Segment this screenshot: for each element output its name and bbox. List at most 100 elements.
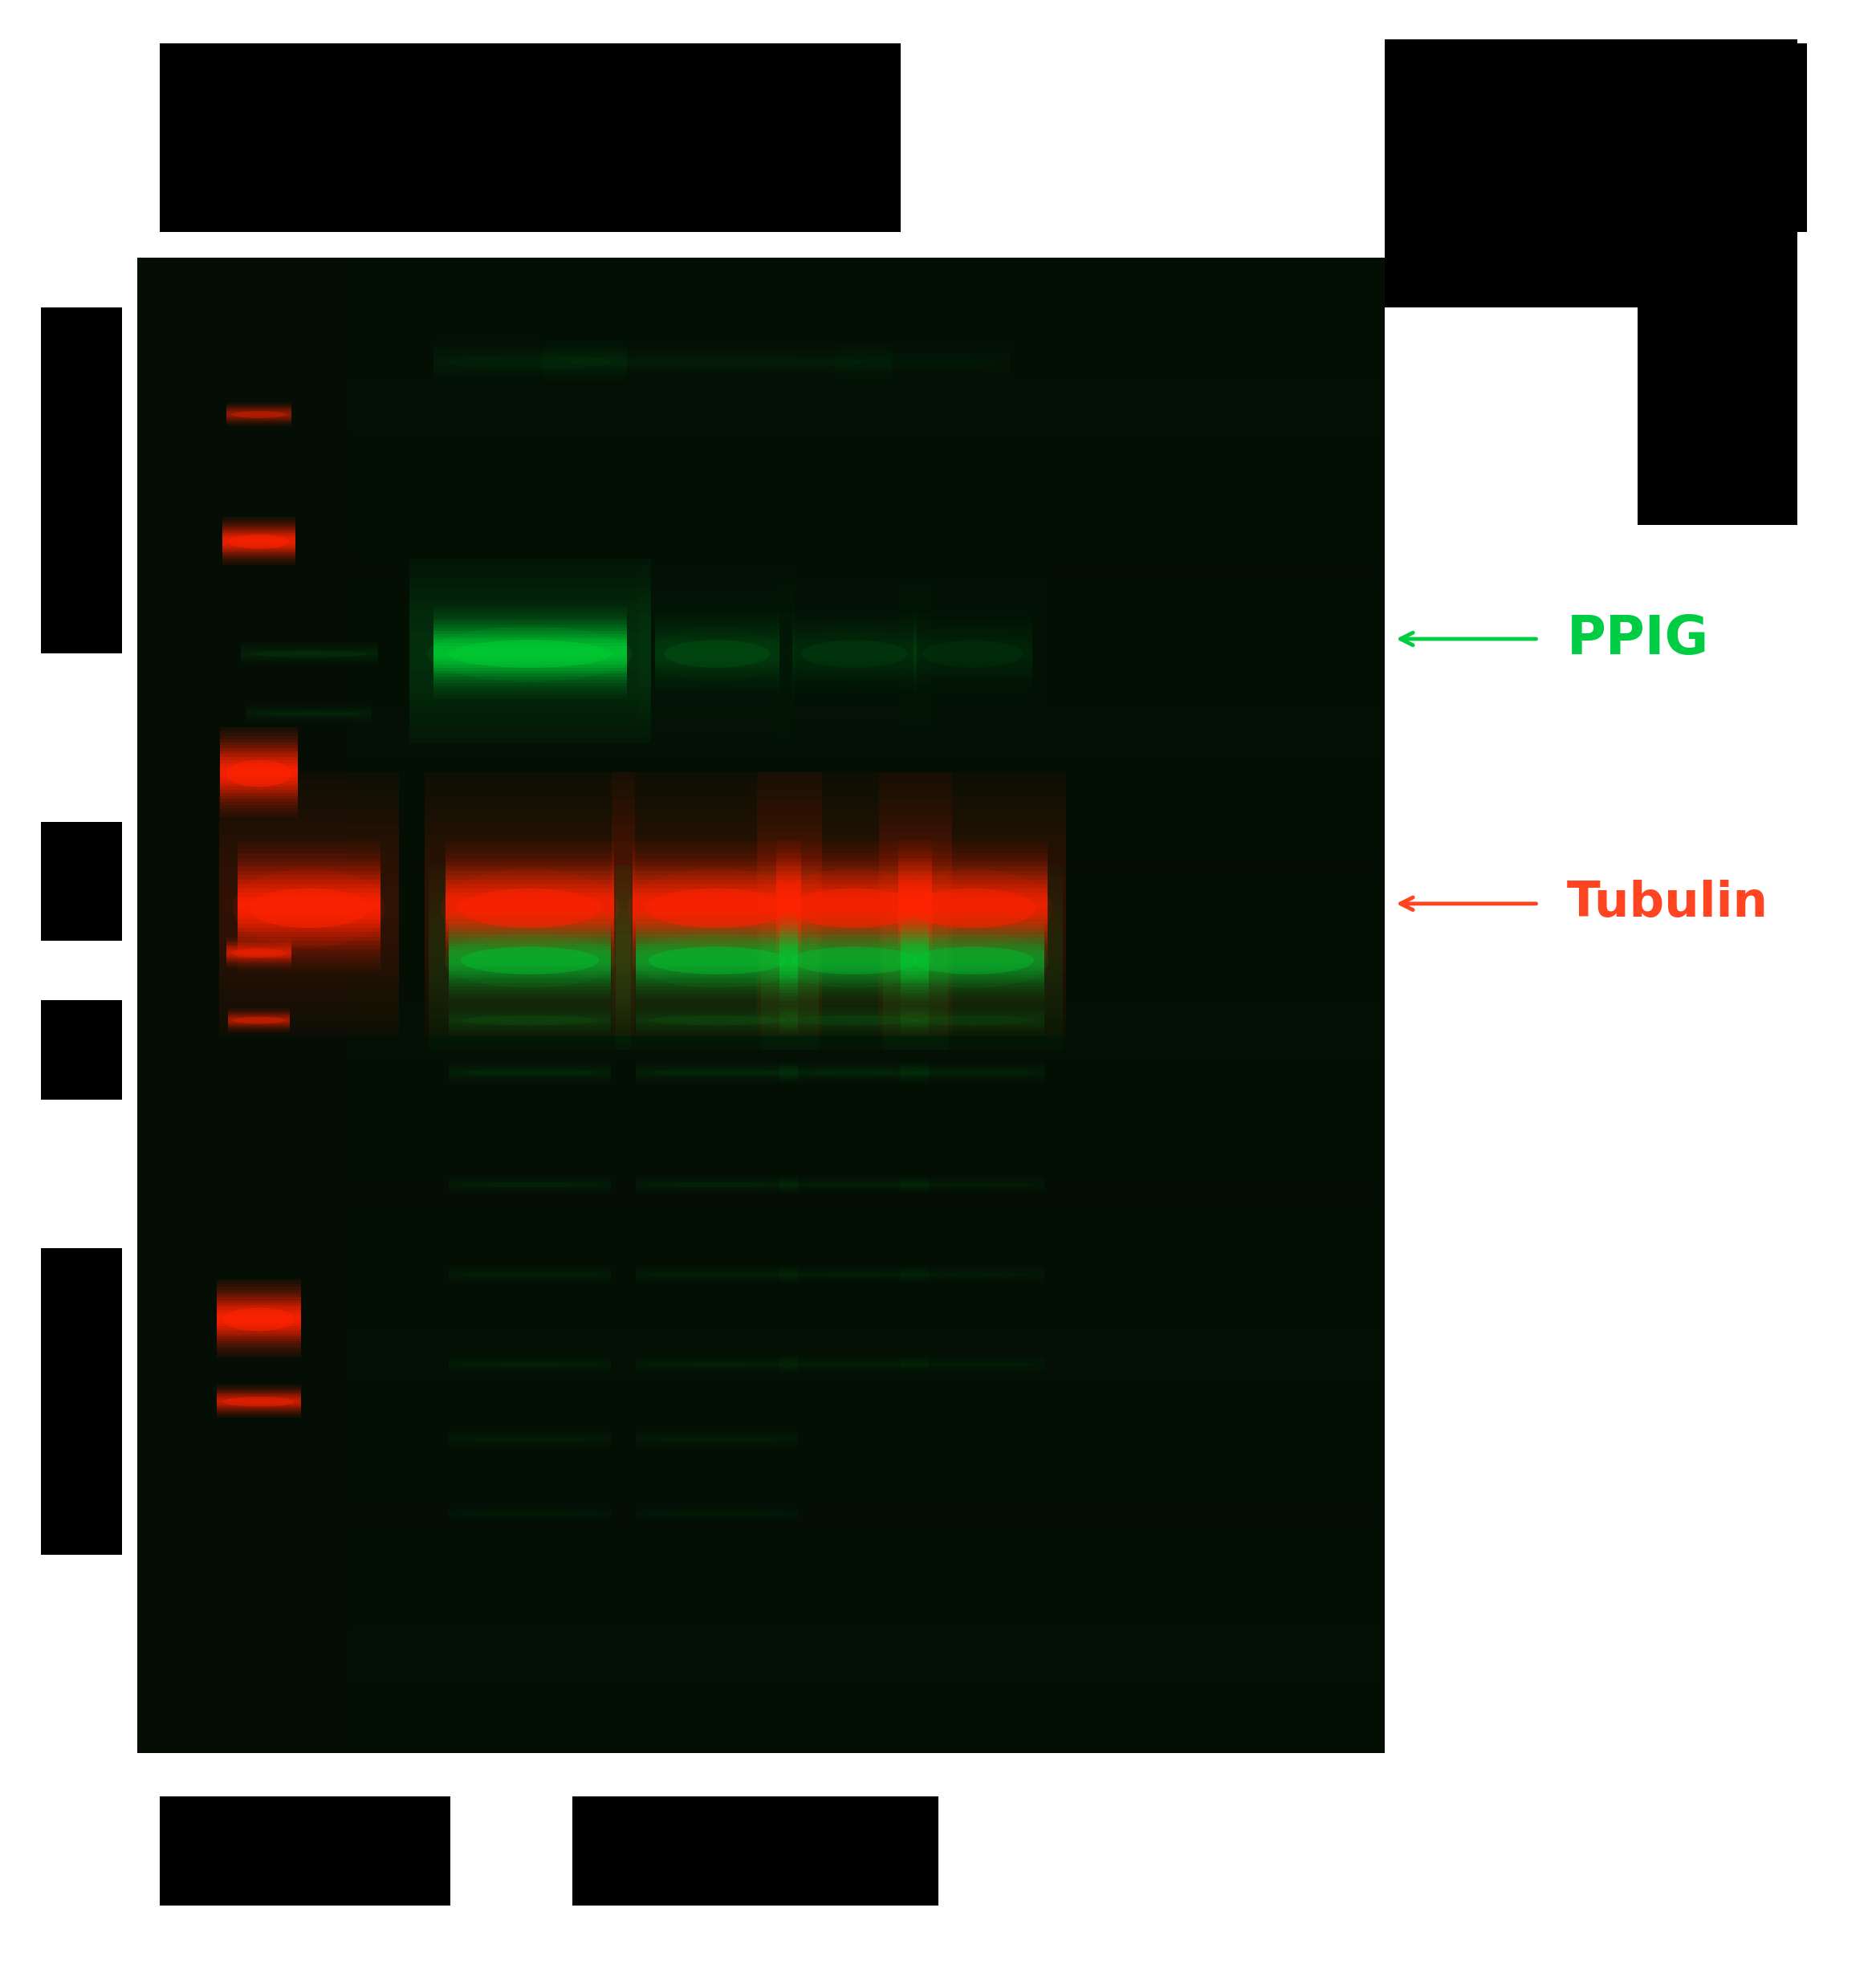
Bar (636, 913, 797, 915)
Bar (446, 927, 613, 933)
Bar (899, 713, 1047, 719)
Bar (632, 937, 801, 941)
Bar (914, 640, 1032, 644)
Bar (914, 612, 1032, 616)
Bar (238, 937, 381, 941)
Bar (433, 646, 627, 650)
Bar (428, 1032, 632, 1038)
Bar (433, 685, 627, 689)
Bar (779, 971, 929, 975)
Bar (914, 634, 1032, 638)
Bar (756, 895, 951, 903)
Bar (655, 610, 779, 612)
Bar (632, 923, 801, 927)
Bar (640, 652, 795, 658)
Bar (446, 919, 613, 923)
Bar (914, 691, 1032, 695)
Bar (640, 608, 795, 614)
Bar (219, 804, 298, 808)
Bar (779, 913, 929, 915)
Ellipse shape (790, 947, 917, 975)
Ellipse shape (458, 887, 602, 927)
Bar (428, 1000, 632, 1006)
Bar (777, 927, 932, 933)
Bar (779, 969, 929, 971)
Bar (880, 1000, 1066, 1008)
Bar (448, 913, 612, 915)
Bar (756, 781, 951, 790)
Bar (884, 989, 1062, 994)
Bar (349, 981, 1384, 1006)
Bar (612, 903, 822, 913)
Bar (900, 987, 1045, 990)
Ellipse shape (231, 410, 287, 418)
Ellipse shape (788, 887, 921, 927)
Bar (349, 507, 1384, 531)
Bar (615, 927, 818, 933)
Bar (349, 1131, 1384, 1155)
Bar (777, 923, 932, 927)
Bar (424, 773, 636, 781)
Bar (762, 884, 947, 889)
Bar (612, 860, 822, 868)
Bar (640, 614, 795, 620)
Bar (615, 915, 818, 921)
Bar (899, 893, 1047, 897)
Bar (792, 628, 917, 630)
Bar (216, 1347, 302, 1349)
Bar (899, 854, 1047, 858)
Bar (428, 945, 632, 951)
Bar (632, 911, 801, 915)
Ellipse shape (445, 933, 615, 989)
Bar (433, 691, 627, 695)
Bar (640, 676, 795, 681)
Bar (612, 1026, 822, 1036)
Bar (884, 866, 1062, 872)
Bar (899, 638, 1047, 644)
Bar (612, 965, 822, 975)
Bar (433, 640, 627, 644)
Bar (428, 878, 632, 884)
Bar (615, 901, 818, 907)
Bar (779, 941, 929, 943)
Bar (433, 618, 627, 622)
Bar (632, 850, 801, 854)
Bar (655, 666, 779, 668)
Bar (632, 893, 801, 897)
Bar (636, 947, 797, 949)
Bar (216, 1284, 302, 1288)
Bar (219, 1000, 400, 1008)
Bar (219, 739, 298, 743)
Bar (899, 602, 1047, 608)
Bar (424, 852, 636, 860)
Bar (655, 640, 779, 644)
Bar (899, 658, 1047, 664)
Bar (884, 927, 1062, 933)
Bar (762, 1024, 947, 1032)
Bar (409, 719, 651, 725)
Bar (900, 937, 1045, 941)
Bar (900, 935, 1045, 937)
Bar (792, 630, 917, 634)
Bar (219, 868, 400, 878)
Bar (777, 719, 932, 725)
Bar (900, 947, 1045, 949)
Bar (448, 931, 612, 935)
Bar (792, 644, 917, 646)
Bar (446, 876, 613, 880)
Bar (914, 606, 1032, 610)
Bar (238, 941, 381, 945)
Bar (349, 1430, 1384, 1454)
Bar (777, 596, 932, 602)
Bar (899, 670, 1047, 676)
Bar (762, 1032, 947, 1038)
Bar (779, 983, 929, 987)
Bar (428, 933, 632, 939)
Bar (448, 941, 612, 943)
Bar (349, 806, 1384, 830)
Bar (448, 981, 612, 983)
Bar (428, 907, 632, 915)
Ellipse shape (225, 761, 293, 786)
Bar (409, 559, 651, 565)
Bar (615, 963, 818, 971)
